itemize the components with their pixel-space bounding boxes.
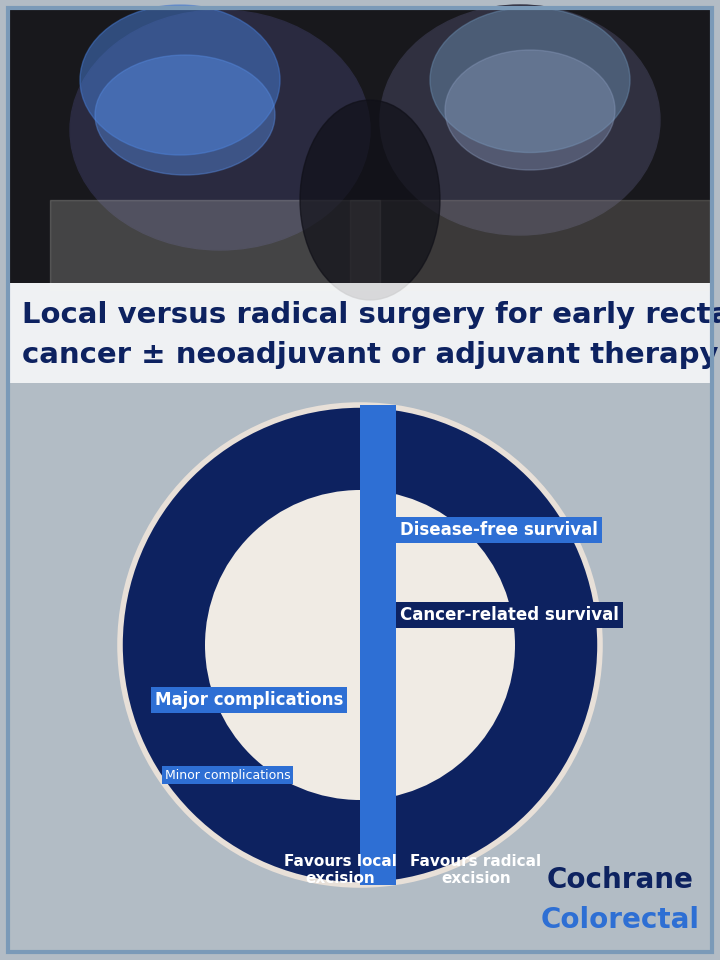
- FancyBboxPatch shape: [360, 490, 396, 800]
- FancyBboxPatch shape: [8, 8, 712, 283]
- Ellipse shape: [380, 5, 660, 235]
- Circle shape: [205, 490, 515, 800]
- FancyBboxPatch shape: [8, 383, 712, 952]
- FancyBboxPatch shape: [360, 405, 396, 885]
- Ellipse shape: [95, 55, 275, 175]
- Text: Cochrane: Cochrane: [546, 866, 693, 894]
- Text: Favours radical
excision: Favours radical excision: [410, 853, 541, 886]
- Ellipse shape: [430, 8, 630, 153]
- Circle shape: [120, 405, 600, 885]
- Text: Major complications: Major complications: [155, 691, 343, 709]
- Text: Colorectal: Colorectal: [541, 906, 700, 934]
- Text: Local versus radical surgery for early rectal: Local versus radical surgery for early r…: [22, 301, 720, 329]
- Text: Disease-free survival: Disease-free survival: [400, 521, 598, 539]
- Ellipse shape: [445, 50, 615, 170]
- Ellipse shape: [300, 100, 440, 300]
- Ellipse shape: [70, 10, 370, 250]
- FancyBboxPatch shape: [8, 283, 712, 383]
- Ellipse shape: [80, 5, 280, 155]
- Text: Minor complications: Minor complications: [165, 769, 291, 781]
- Text: cancer ± neoadjuvant or adjuvant therapy: cancer ± neoadjuvant or adjuvant therapy: [22, 341, 719, 369]
- Text: Cancer-related survival: Cancer-related survival: [400, 606, 619, 624]
- Text: Favours local
excision: Favours local excision: [284, 853, 397, 886]
